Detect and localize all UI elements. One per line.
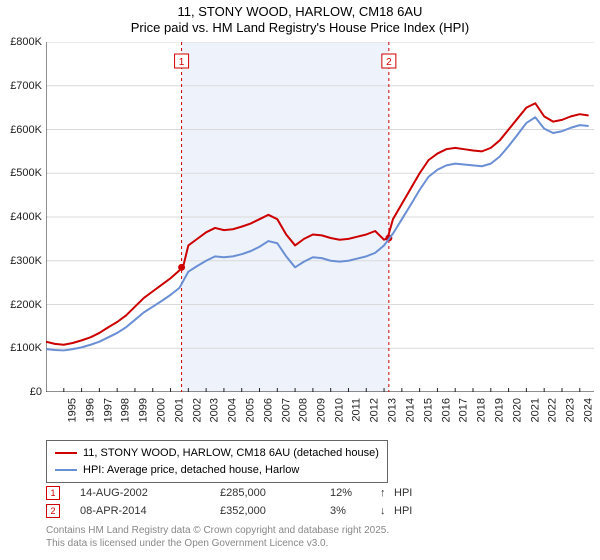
transaction-row-2: 2 08-APR-2014 £352,000 3% ↓ HPI <box>46 502 434 520</box>
x-tick-label: 1995 <box>66 398 78 422</box>
x-tick-label: 2013 <box>387 398 399 422</box>
x-tick-label: 2015 <box>422 398 434 422</box>
x-tick-label: 2022 <box>547 398 559 422</box>
chart-svg: 12 <box>46 42 594 392</box>
x-tick-label: 2024 <box>582 398 594 422</box>
x-tick-label: 2012 <box>369 398 381 422</box>
transaction-pct-2: 3% <box>330 505 380 517</box>
x-tick-label: 2005 <box>244 398 256 422</box>
transaction-ref-2: HPI <box>394 505 434 517</box>
transaction-pct-1: 12% <box>330 487 380 499</box>
transaction-date-1: 14-AUG-2002 <box>80 487 220 499</box>
transaction-price-1: £285,000 <box>220 487 330 499</box>
transactions-table: 1 14-AUG-2002 £285,000 12% ↑ HPI 2 08-AP… <box>46 484 434 520</box>
y-tick-label: £200K <box>0 299 42 311</box>
x-tick-label: 2006 <box>262 398 274 422</box>
transaction-price-2: £352,000 <box>220 505 330 517</box>
title-block: 11, STONY WOOD, HARLOW, CM18 6AU Price p… <box>0 0 600 37</box>
legend-label-price-paid: 11, STONY WOOD, HARLOW, CM18 6AU (detach… <box>83 445 379 462</box>
x-tick-label: 1996 <box>84 398 96 422</box>
title-subtitle: Price paid vs. HM Land Registry's House … <box>0 20 600 36</box>
y-tick-label: £800K <box>0 36 42 48</box>
x-tick-label: 1998 <box>120 398 132 422</box>
x-tick-label: 2003 <box>209 398 221 422</box>
y-tick-label: £700K <box>0 80 42 92</box>
chart-container: 11, STONY WOOD, HARLOW, CM18 6AU Price p… <box>0 0 600 560</box>
x-tick-label: 2020 <box>511 398 523 422</box>
y-tick-label: £400K <box>0 211 42 223</box>
x-tick-label: 2016 <box>440 398 452 422</box>
svg-text:2: 2 <box>386 57 392 68</box>
y-tick-label: £100K <box>0 342 42 354</box>
footer-line1: Contains HM Land Registry data © Crown c… <box>46 524 389 537</box>
x-tick-label: 2008 <box>298 398 310 422</box>
x-tick-label: 2011 <box>350 398 362 422</box>
x-tick-label: 2017 <box>458 398 470 422</box>
transaction-arrow-2: ↓ <box>380 505 394 517</box>
x-tick-label: 2002 <box>191 398 203 422</box>
x-tick-label: 2014 <box>405 398 417 422</box>
legend-row-price-paid: 11, STONY WOOD, HARLOW, CM18 6AU (detach… <box>55 445 379 462</box>
x-tick-label: 1997 <box>102 398 114 422</box>
y-tick-label: £0 <box>0 386 42 398</box>
legend-box: 11, STONY WOOD, HARLOW, CM18 6AU (detach… <box>46 440 388 483</box>
footer-line2: This data is licensed under the Open Gov… <box>46 537 389 550</box>
transaction-marker-2: 2 <box>46 504 60 518</box>
legend-row-hpi: HPI: Average price, detached house, Harl… <box>55 462 379 479</box>
chart-plot-area: 12 <box>46 42 594 392</box>
footer-attribution: Contains HM Land Registry data © Crown c… <box>46 524 389 550</box>
y-tick-label: £600K <box>0 124 42 136</box>
x-tick-label: 1999 <box>138 398 150 422</box>
transaction-marker-1: 1 <box>46 486 60 500</box>
x-tick-label: 2009 <box>316 398 328 422</box>
x-tick-label: 2007 <box>280 398 292 422</box>
x-tick-label: 2001 <box>173 398 185 422</box>
transaction-row-1: 1 14-AUG-2002 £285,000 12% ↑ HPI <box>46 484 434 502</box>
y-tick-label: £300K <box>0 255 42 267</box>
x-tick-label: 2000 <box>155 398 167 422</box>
x-tick-label: 2004 <box>227 398 239 422</box>
transaction-ref-1: HPI <box>394 487 434 499</box>
x-tick-label: 2023 <box>565 398 577 422</box>
svg-text:1: 1 <box>179 57 185 68</box>
legend-swatch-price-paid <box>55 452 77 454</box>
transaction-arrow-1: ↑ <box>380 487 394 499</box>
transaction-date-2: 08-APR-2014 <box>80 505 220 517</box>
legend-label-hpi: HPI: Average price, detached house, Harl… <box>83 462 299 479</box>
legend-swatch-hpi <box>55 469 77 471</box>
x-tick-label: 2021 <box>529 398 541 422</box>
x-tick-label: 2010 <box>333 398 345 422</box>
x-tick-label: 2019 <box>493 398 505 422</box>
x-tick-label: 2018 <box>476 398 488 422</box>
y-tick-label: £500K <box>0 167 42 179</box>
title-address: 11, STONY WOOD, HARLOW, CM18 6AU <box>0 4 600 20</box>
